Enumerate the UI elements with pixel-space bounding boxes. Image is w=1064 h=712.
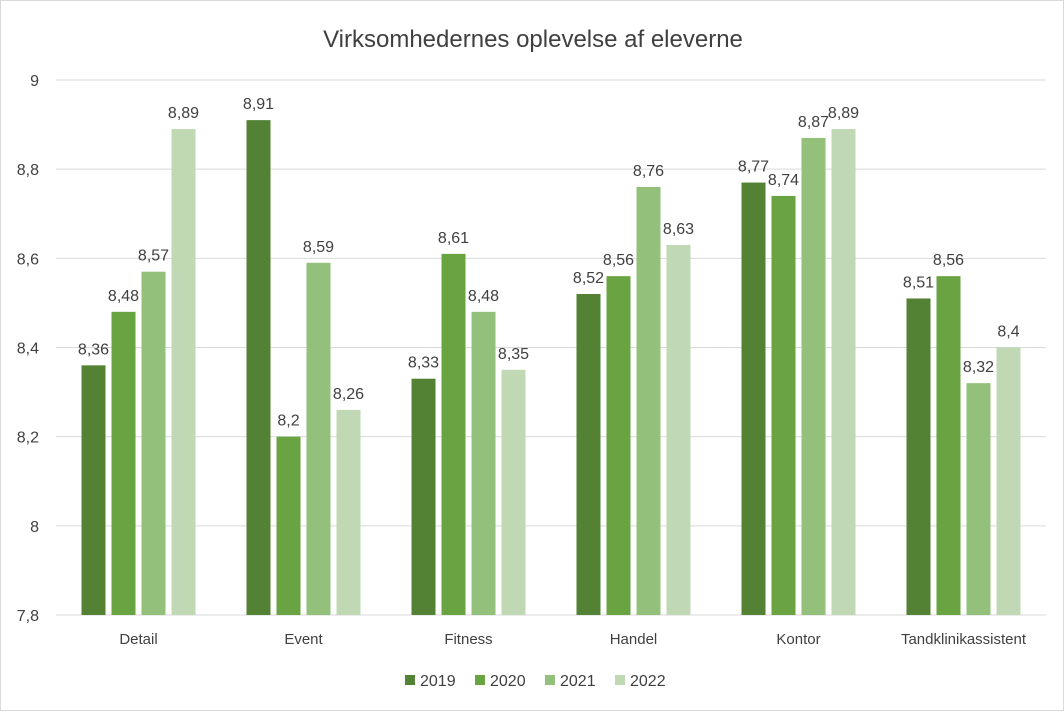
bar-2020-detail [111, 311, 136, 615]
bar-2020-handel [606, 276, 631, 615]
legend-label: 2019 [420, 673, 456, 690]
bar-2020-tandklinikassistent [936, 276, 961, 615]
x-category-label: Kontor [776, 631, 820, 648]
data-label: 8,87 [798, 114, 829, 131]
bar-2020-event [276, 436, 301, 615]
data-label: 8,4 [997, 324, 1019, 341]
legend-swatch-2022 [615, 675, 625, 685]
bar-2021-kontor [801, 137, 826, 616]
data-label: 8,48 [108, 288, 139, 305]
data-labels: 8,36 8,48 8,57 8,89 8,91 8,2 8,59 8,26 8,33 8,61 8… [78, 96, 1020, 430]
bar-2019-event [246, 120, 271, 615]
bar-2019-kontor [741, 182, 766, 615]
data-label: 8,56 [603, 252, 634, 269]
legend-label: 2021 [560, 673, 596, 690]
y-tick-label: 8,2 [17, 430, 39, 447]
data-label: 8,52 [573, 270, 604, 287]
bar-2022-fitness [501, 369, 526, 615]
legend-swatch-2019 [405, 675, 415, 685]
data-label: 8,63 [663, 221, 694, 238]
bar-2019-tandklinikassistent [906, 298, 931, 615]
data-label: 8,32 [963, 359, 994, 376]
bar-2021-event [306, 262, 331, 615]
data-label: 8,76 [633, 163, 664, 180]
legend-label: 2020 [490, 673, 526, 690]
x-category-label: Handel [610, 631, 658, 648]
bar-2020-fitness [441, 253, 466, 615]
data-label: 8,74 [768, 172, 799, 189]
data-label: 8,26 [333, 386, 364, 403]
bar-2021-detail [141, 271, 166, 615]
data-label: 8,35 [498, 346, 529, 363]
data-label: 8,2 [277, 413, 299, 430]
bar-2019-detail [81, 365, 106, 615]
x-category-label: Event [284, 631, 323, 648]
x-category-label: Tandklinikassistent [901, 631, 1027, 648]
chart-title: Virksomhedernes oplevelse af eleverne [323, 26, 743, 53]
bar-2022-event [336, 409, 361, 615]
data-label: 8,57 [138, 248, 169, 265]
data-label: 8,59 [303, 239, 334, 256]
bar-2022-kontor [831, 129, 856, 615]
data-label: 8,36 [78, 341, 109, 358]
y-tick-label: 8,6 [17, 251, 39, 268]
data-label: 8,33 [408, 355, 439, 372]
data-label: 8,48 [468, 288, 499, 305]
y-axis-ticks: 7,8 8 8,2 8,4 8,6 8,8 9 [17, 73, 39, 625]
bar-2019-handel [576, 294, 601, 615]
bar-2021-tandklinikassistent [966, 383, 991, 615]
data-label: 8,91 [243, 96, 274, 113]
y-tick-label: 8,4 [17, 341, 39, 358]
bar-2019-fitness [411, 378, 436, 615]
x-axis-categories: Detail Event Fitness Handel Kontor Tandklinik… [119, 631, 1027, 648]
data-label: 8,89 [828, 105, 859, 122]
x-category-label: Detail [119, 631, 157, 648]
data-label: 8,56 [933, 252, 964, 269]
y-tick-label: 8 [30, 519, 39, 536]
grid-lines [56, 79, 1046, 616]
data-label: 8,77 [738, 159, 769, 176]
bar-2020-kontor [771, 195, 796, 615]
legend-swatch-2020 [475, 675, 485, 685]
bar-2022-detail [171, 129, 196, 615]
bar-2022-handel [666, 244, 691, 616]
legend: 2019 2020 2021 2022 [405, 673, 666, 690]
y-tick-label: 9 [30, 73, 39, 90]
x-category-label: Fitness [444, 631, 492, 648]
legend-label: 2022 [630, 673, 666, 690]
y-tick-label: 8,8 [17, 162, 39, 179]
bars [81, 120, 1021, 616]
y-tick-label: 7,8 [17, 608, 39, 625]
bar-2021-fitness [471, 311, 496, 615]
bar-2022-tandklinikassistent [996, 347, 1021, 615]
bar-2021-handel [636, 187, 661, 615]
data-label: 8,51 [903, 274, 934, 291]
data-label: 8,61 [438, 230, 469, 247]
legend-swatch-2021 [545, 675, 555, 685]
data-label: 8,89 [168, 105, 199, 122]
